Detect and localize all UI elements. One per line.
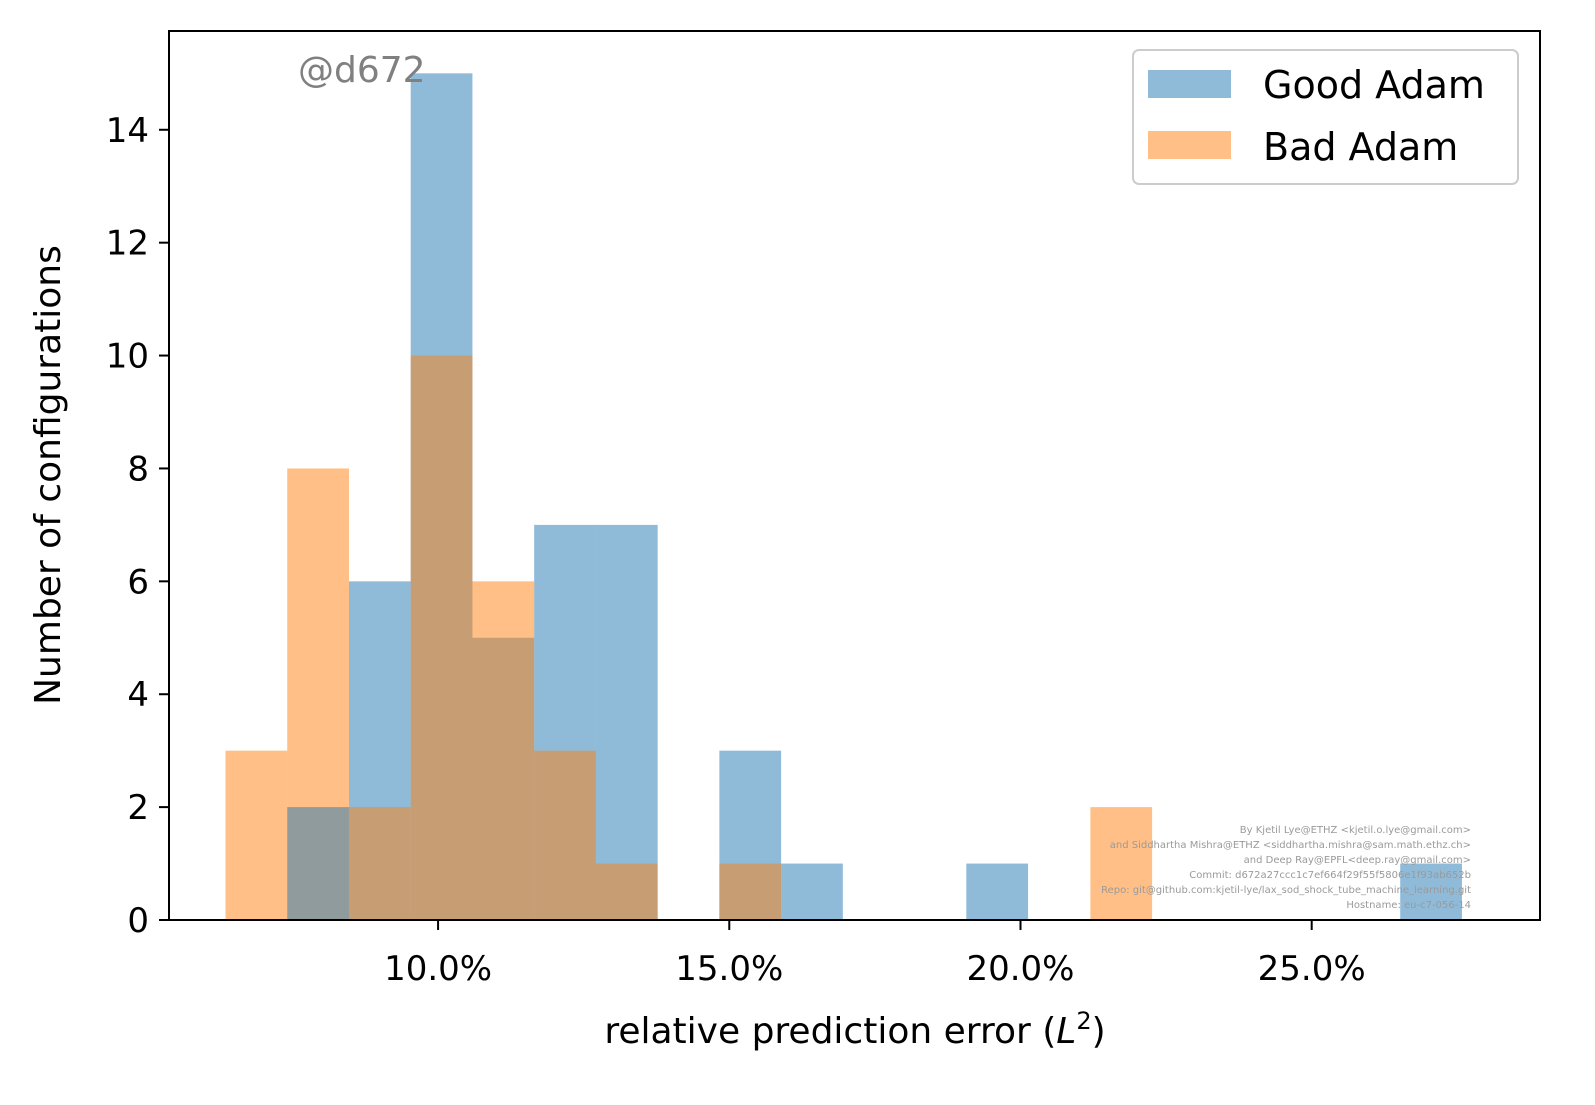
legend-label-good-adam: Good Adam: [1263, 63, 1485, 107]
credit-line: By Kjetil Lye@ETHZ <kjetil.o.lye@gmail.c…: [1240, 825, 1471, 836]
x-tick-label: 25.0%: [1258, 949, 1366, 989]
x-tick-label: 10.0%: [384, 949, 492, 989]
legend: Good Adam Bad Adam: [1132, 49, 1519, 185]
bar-series-1-bin-0: [225, 750, 288, 920]
legend-label-bad-adam: Bad Adam: [1263, 125, 1458, 169]
bar-series-1-bin-4: [472, 581, 535, 920]
y-tick-label: 8: [127, 449, 149, 489]
bar-series-1-bin-6: [595, 863, 658, 920]
legend-swatch-bad-adam: [1148, 131, 1231, 159]
y-axis-ticks: 0 2 4 6 8 10 12 14: [106, 111, 169, 941]
x-tick-label: 20.0%: [966, 949, 1074, 989]
y-tick-label: 2: [127, 788, 149, 828]
plot-frame: [168, 30, 1541, 921]
credit-line: Commit: d672a27ccc1c7ef664f29f55f5806e1f…: [1189, 870, 1471, 881]
bar-series-0-bin-7: [966, 863, 1029, 920]
watermark: @d672: [298, 50, 426, 91]
credit-line: Repo: git@github.com:kjetil-lye/lax_sod_…: [1101, 885, 1471, 896]
y-tick-label: 10: [106, 337, 149, 377]
credit-line: Hostname: eu-c7-056-14: [1346, 900, 1471, 911]
y-tick-label: 12: [106, 224, 149, 264]
x-axis-ticks: 10.0% 15.0% 20.0% 25.0%: [384, 920, 1366, 989]
bar-series-1-bin-7: [719, 863, 782, 920]
bar-series-0-bin-4: [595, 524, 658, 920]
credit-line: and Deep Ray@EPFL<deep.ray@gmail.com>: [1244, 855, 1471, 866]
bar-series-1-bin-5: [534, 750, 596, 920]
bar-series-1-bin-3: [410, 355, 473, 920]
x-axis-label-close: ): [1092, 1011, 1106, 1052]
bar-series-1-bin-2: [348, 807, 411, 920]
y-tick-label: 6: [127, 562, 149, 602]
legend-swatch-good-adam: [1148, 70, 1231, 98]
bar-series-1-bin-8: [1090, 807, 1153, 920]
y-tick-label: 14: [106, 111, 149, 151]
bar-series-0-bin-8: [1400, 863, 1462, 920]
y-tick-label: 4: [127, 675, 149, 715]
x-axis-label-math: L: [1056, 1011, 1076, 1052]
x-axis-label: relative prediction error (L2): [604, 1007, 1105, 1052]
credit-line: and Siddhartha Mishra@ETHZ <siddhartha.m…: [1110, 840, 1471, 851]
histogram-bars: [225, 73, 1462, 921]
y-tick-label: 0: [127, 901, 149, 941]
x-axis-label-sup: 2: [1076, 1007, 1091, 1035]
x-tick-label: 15.0%: [675, 949, 783, 989]
bar-series-0-bin-6: [781, 863, 843, 920]
credit-text: By Kjetil Lye@ETHZ <kjetil.o.lye@gmail.c…: [1101, 825, 1471, 911]
y-axis-label: Number of configurations: [28, 245, 69, 705]
bar-series-2-bin-0: [287, 807, 349, 920]
